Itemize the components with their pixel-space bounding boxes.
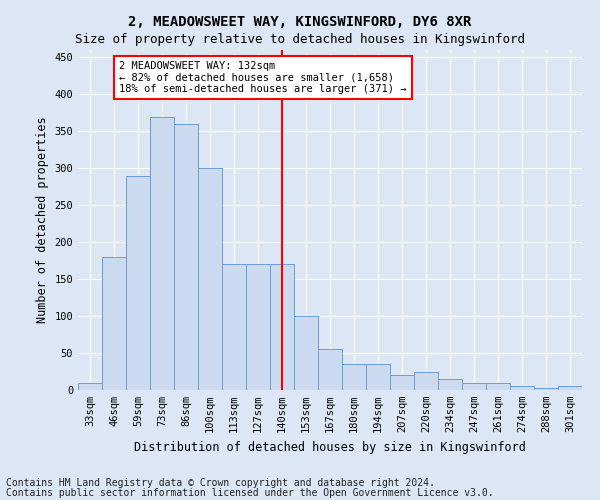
Bar: [294, 316, 318, 390]
X-axis label: Distribution of detached houses by size in Kingswinford: Distribution of detached houses by size …: [134, 440, 526, 454]
Bar: [150, 116, 174, 390]
Text: Contains public sector information licensed under the Open Government Licence v3: Contains public sector information licen…: [6, 488, 494, 498]
Bar: [438, 379, 462, 390]
Bar: [342, 364, 366, 390]
Bar: [318, 350, 342, 390]
Bar: [486, 382, 510, 390]
Y-axis label: Number of detached properties: Number of detached properties: [36, 116, 49, 324]
Bar: [366, 364, 390, 390]
Bar: [222, 264, 246, 390]
Bar: [510, 386, 534, 390]
Bar: [462, 382, 486, 390]
Text: 2, MEADOWSWEET WAY, KINGSWINFORD, DY6 8XR: 2, MEADOWSWEET WAY, KINGSWINFORD, DY6 8X…: [128, 15, 472, 29]
Text: 2 MEADOWSWEET WAY: 132sqm
← 82% of detached houses are smaller (1,658)
18% of se: 2 MEADOWSWEET WAY: 132sqm ← 82% of detac…: [119, 61, 406, 94]
Bar: [198, 168, 222, 390]
Bar: [78, 382, 102, 390]
Bar: [174, 124, 198, 390]
Text: Size of property relative to detached houses in Kingswinford: Size of property relative to detached ho…: [75, 32, 525, 46]
Bar: [558, 386, 582, 390]
Bar: [390, 375, 414, 390]
Bar: [414, 372, 438, 390]
Bar: [102, 257, 126, 390]
Bar: [246, 264, 270, 390]
Bar: [534, 388, 558, 390]
Bar: [270, 264, 294, 390]
Bar: [126, 176, 150, 390]
Text: Contains HM Land Registry data © Crown copyright and database right 2024.: Contains HM Land Registry data © Crown c…: [6, 478, 435, 488]
